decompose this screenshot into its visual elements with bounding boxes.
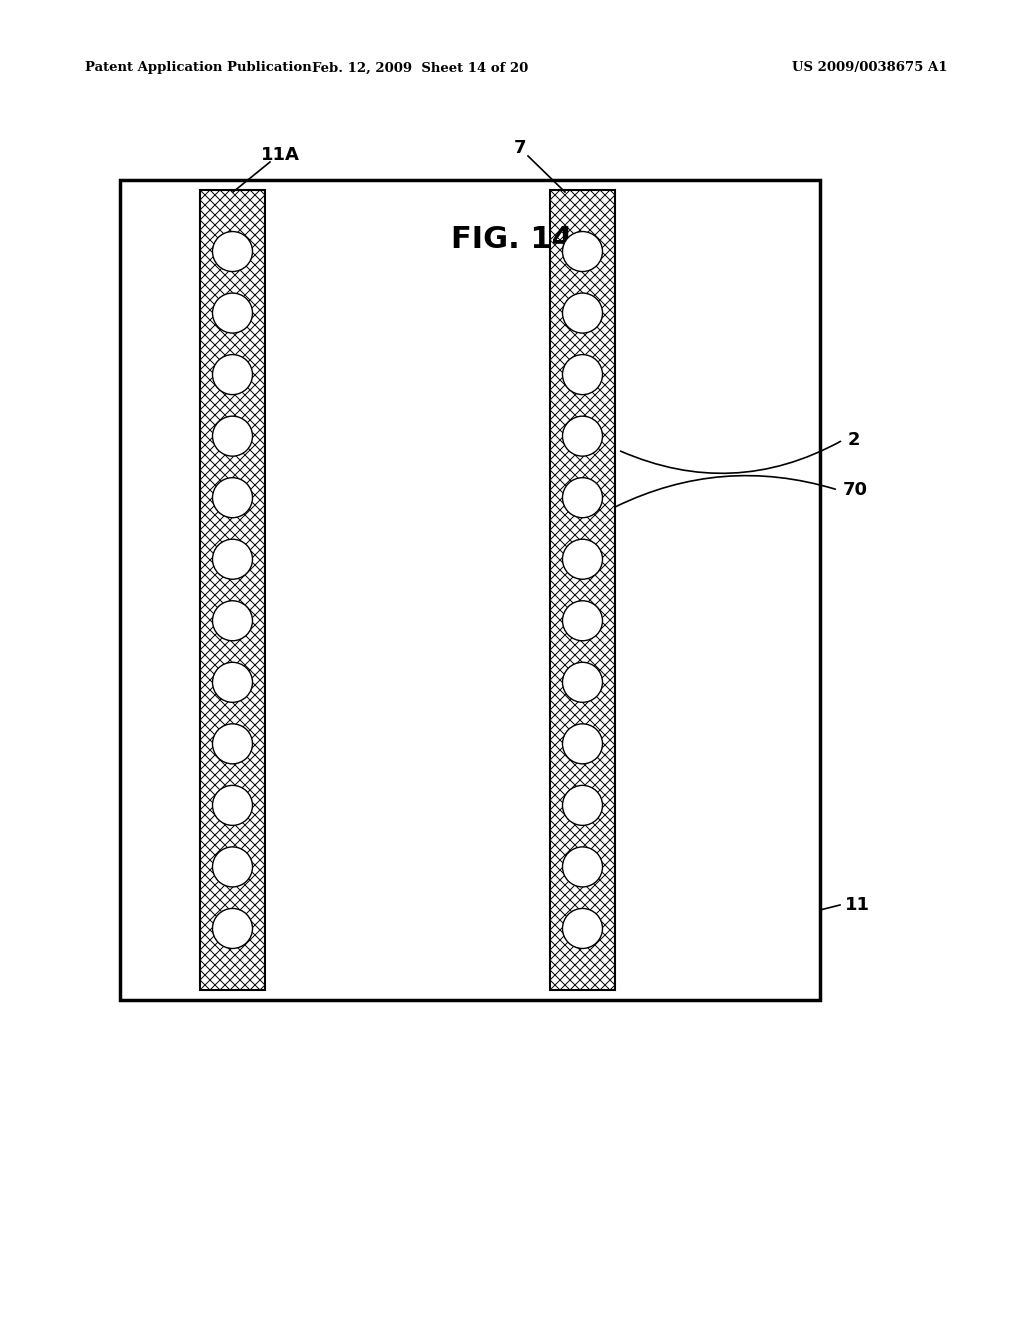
- Text: 70: 70: [843, 480, 868, 499]
- Bar: [550, 190, 615, 990]
- Circle shape: [213, 785, 253, 825]
- Circle shape: [213, 723, 253, 764]
- Circle shape: [562, 478, 602, 517]
- Circle shape: [213, 540, 253, 579]
- Circle shape: [213, 478, 253, 517]
- Bar: [550, 190, 615, 990]
- Circle shape: [562, 355, 602, 395]
- Circle shape: [562, 231, 602, 272]
- Bar: [200, 190, 265, 990]
- Circle shape: [213, 601, 253, 640]
- Circle shape: [562, 785, 602, 825]
- Circle shape: [562, 601, 602, 640]
- Circle shape: [562, 663, 602, 702]
- Circle shape: [213, 293, 253, 333]
- Text: 7: 7: [514, 139, 526, 157]
- Text: Feb. 12, 2009  Sheet 14 of 20: Feb. 12, 2009 Sheet 14 of 20: [312, 62, 528, 74]
- Text: 2: 2: [848, 432, 860, 449]
- Text: US 2009/0038675 A1: US 2009/0038675 A1: [793, 62, 948, 74]
- Circle shape: [562, 416, 602, 457]
- Circle shape: [213, 847, 253, 887]
- Circle shape: [213, 908, 253, 949]
- Text: 11A: 11A: [260, 147, 299, 164]
- Circle shape: [562, 540, 602, 579]
- Circle shape: [562, 847, 602, 887]
- Bar: [200, 190, 265, 990]
- Circle shape: [562, 908, 602, 949]
- Text: FIG. 14: FIG. 14: [451, 226, 573, 255]
- Circle shape: [562, 293, 602, 333]
- Bar: [550, 190, 615, 990]
- Text: Patent Application Publication: Patent Application Publication: [85, 62, 311, 74]
- Circle shape: [213, 355, 253, 395]
- Circle shape: [213, 231, 253, 272]
- Bar: [200, 190, 265, 990]
- Text: 11: 11: [845, 896, 870, 913]
- Bar: [120, 180, 820, 1001]
- Circle shape: [562, 723, 602, 764]
- Circle shape: [213, 416, 253, 457]
- Circle shape: [213, 663, 253, 702]
